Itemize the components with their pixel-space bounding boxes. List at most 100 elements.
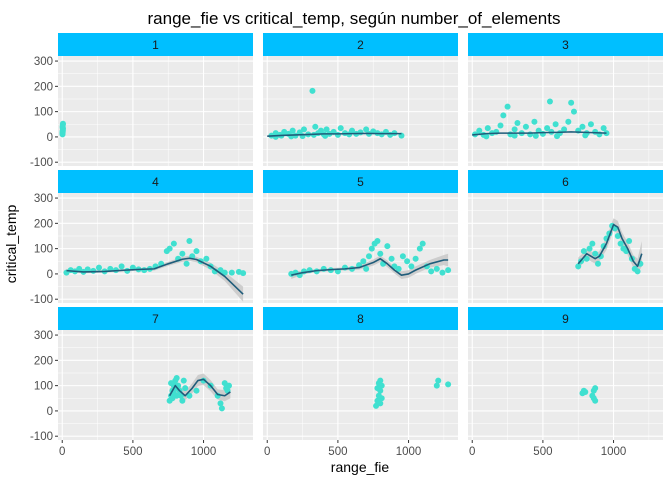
panel-marks [267, 87, 405, 140]
data-point [399, 253, 406, 260]
panel-background [263, 193, 458, 303]
facet-panel-4: 4 [58, 170, 253, 303]
facet-strip [468, 33, 663, 56]
facet-strip-label: 3 [562, 38, 569, 52]
data-point [334, 131, 341, 138]
data-point [84, 266, 91, 273]
y-tick-label: 200 [34, 355, 53, 367]
y-tick-label: -100 [30, 431, 53, 443]
panel-marks [373, 377, 452, 409]
panel-background [468, 330, 663, 440]
data-point [312, 123, 319, 130]
data-point [240, 270, 247, 277]
data-point [476, 127, 483, 134]
data-point [565, 118, 572, 125]
data-point [377, 400, 384, 407]
x-tick-label: 0 [59, 446, 65, 458]
data-point [349, 127, 356, 134]
confidence-band [291, 253, 449, 279]
data-point [173, 375, 180, 382]
facet-strip [58, 307, 253, 330]
x-tick-label: 0 [469, 446, 475, 458]
y-tick-label: 300 [34, 330, 53, 342]
data-point [166, 245, 173, 252]
panel-background [58, 330, 253, 440]
data-point [419, 240, 426, 247]
data-point [592, 385, 599, 392]
data-point [170, 240, 177, 247]
facet-panel-9: 9 [468, 307, 663, 440]
panel-marks [166, 373, 232, 412]
panel-background [263, 56, 458, 166]
data-point [217, 400, 224, 407]
data-point [173, 392, 180, 399]
panel-marks [579, 385, 599, 404]
data-point [183, 260, 190, 267]
data-point [225, 382, 232, 389]
data-point [412, 255, 419, 262]
data-point [180, 377, 187, 384]
data-point [118, 263, 125, 270]
data-point [597, 253, 604, 260]
data-point [168, 380, 175, 387]
data-point [388, 255, 395, 262]
data-point [221, 269, 228, 276]
y-tick-label: 0 [47, 269, 53, 281]
data-point [483, 133, 490, 140]
data-point [589, 240, 596, 247]
data-point [614, 232, 621, 239]
x-tick-label: 1000 [396, 446, 422, 458]
data-point [365, 253, 372, 260]
chart-title: range_fie vs critical_temp, según number… [148, 9, 561, 28]
data-point [193, 248, 200, 255]
panel-background [58, 56, 253, 166]
facet-strip-label: 8 [357, 312, 364, 326]
y-axis-tick-labels: -100 0 100 200 300 -100 0 100 200 300 -100 0 100 200 3… [30, 56, 58, 443]
data-point [592, 250, 599, 257]
data-point [300, 126, 307, 133]
facet-panel-6: 6 [468, 170, 663, 303]
data-point [514, 120, 521, 127]
data-point [500, 112, 507, 119]
data-point [59, 120, 66, 127]
x-tick-label: 0 [264, 446, 270, 458]
facet-panel-7: 7 [58, 307, 253, 440]
data-point [377, 377, 384, 384]
data-point [634, 268, 641, 275]
panel-marks [63, 238, 247, 302]
data-point [360, 258, 367, 265]
data-point [582, 388, 589, 395]
data-point [59, 128, 66, 135]
data-point [552, 121, 559, 128]
data-point [186, 238, 193, 245]
data-point [511, 132, 518, 139]
y-tick-label: 200 [34, 218, 53, 230]
data-point [337, 125, 344, 132]
y-tick-label: -100 [30, 157, 53, 169]
facet-strip [263, 170, 458, 193]
data-point [182, 385, 189, 392]
data-point [416, 245, 423, 252]
panel-marks [472, 98, 610, 140]
y-tick-label: 100 [34, 381, 53, 393]
data-point [374, 238, 381, 245]
facet-strip-label: 5 [357, 175, 364, 189]
facet-strip [468, 170, 663, 193]
data-point [592, 397, 599, 404]
data-point [76, 265, 83, 272]
data-point [445, 267, 452, 274]
data-point [404, 258, 411, 265]
data-point [587, 121, 594, 128]
facet-panel-2: 2 [263, 33, 458, 166]
data-point [193, 387, 200, 394]
smooth-line [577, 223, 643, 268]
x-tick-label: 500 [123, 446, 142, 458]
data-point [433, 382, 440, 389]
facet-strip [263, 33, 458, 56]
facet-panel-1: 1 [58, 33, 253, 166]
data-point [323, 126, 330, 133]
data-point [228, 269, 235, 276]
x-tick-label: 1000 [601, 446, 627, 458]
panel-background [468, 193, 663, 303]
